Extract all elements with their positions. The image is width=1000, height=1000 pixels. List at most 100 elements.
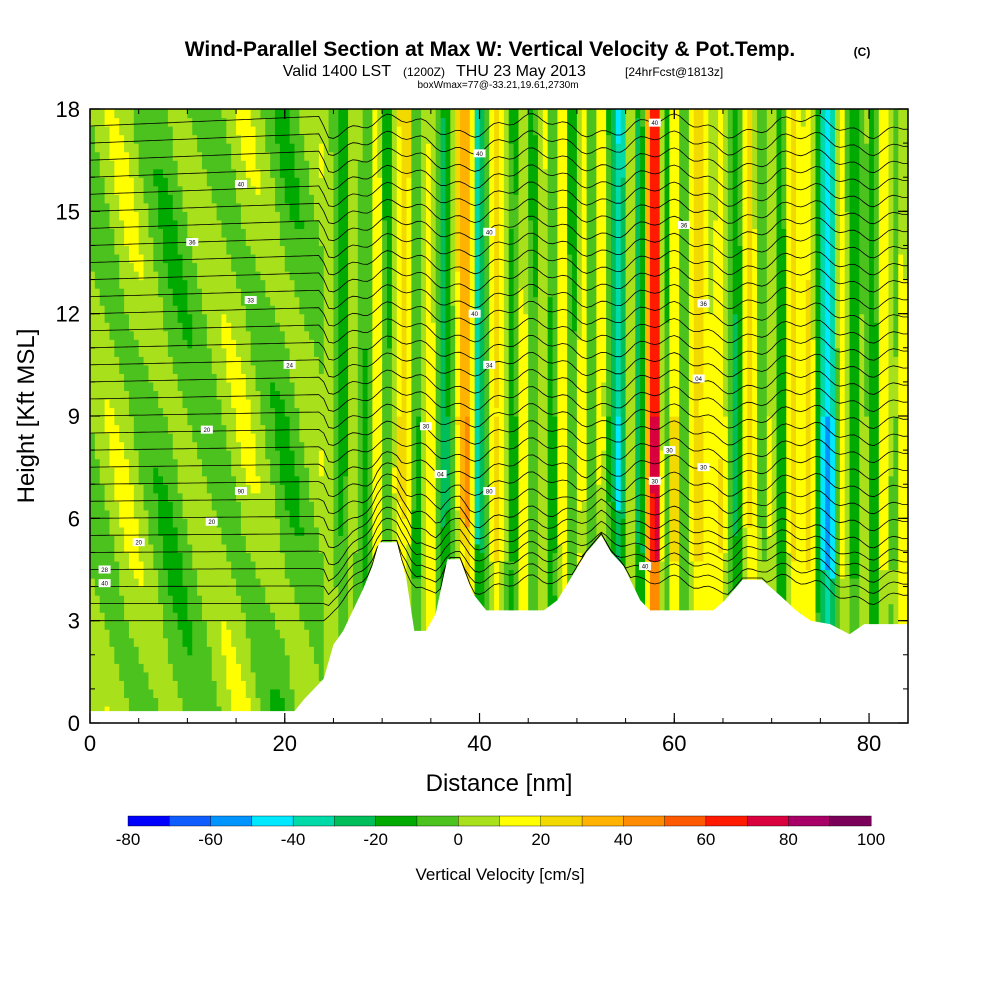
velocity-cell (260, 228, 266, 238)
velocity-cell (421, 211, 427, 221)
velocity-cell (333, 194, 339, 204)
velocity-cell (172, 160, 179, 170)
velocity-cell (99, 492, 106, 502)
velocity-cell (255, 253, 262, 264)
velocity-cell (119, 117, 125, 127)
velocity-cell (148, 484, 154, 494)
velocity-cell (177, 424, 184, 434)
velocity-cell (128, 578, 135, 588)
velocity-cell (216, 501, 223, 511)
velocity-cell (216, 398, 223, 409)
velocity-cell (163, 219, 169, 229)
velocity-cell (167, 211, 174, 221)
velocity-cell (401, 450, 408, 460)
velocity-cell (177, 330, 184, 340)
velocity-cell (124, 646, 130, 656)
velocity-cell (416, 501, 422, 511)
velocity-cell (318, 356, 325, 366)
velocity-cell (206, 347, 213, 357)
velocity-cell (270, 518, 276, 528)
velocity-cell (148, 518, 154, 528)
velocity-cell (153, 518, 159, 528)
velocity-cell (372, 373, 378, 383)
velocity-cell (357, 390, 364, 400)
velocity-cell (187, 450, 193, 460)
velocity-cell (114, 330, 120, 340)
velocity-cell (401, 560, 408, 571)
velocity-cell (187, 697, 193, 707)
velocity-cell (270, 117, 276, 127)
velocity-cell (343, 347, 349, 357)
velocity-cell (172, 441, 179, 451)
velocity-cell (275, 501, 281, 511)
velocity-cell (167, 185, 174, 195)
velocity-cell (109, 671, 115, 681)
velocity-cell (99, 433, 106, 443)
velocity-cell (240, 134, 247, 144)
velocity-cell (236, 578, 242, 588)
velocity-cell (348, 586, 354, 596)
velocity-cell (90, 168, 96, 178)
velocity-cell (119, 143, 125, 153)
velocity-cell (143, 518, 150, 528)
velocity-cell (197, 629, 203, 639)
velocity-cell (372, 467, 378, 477)
velocity-cell (348, 339, 354, 349)
velocity-cell (391, 296, 398, 306)
velocity-cell (221, 637, 227, 647)
velocity-cell (284, 501, 291, 511)
velocity-cell (148, 552, 154, 562)
velocity-cell (416, 219, 422, 229)
velocity-cell (163, 501, 169, 511)
velocity-cell (94, 697, 101, 707)
velocity-cell (275, 228, 281, 238)
velocity-cell (201, 109, 208, 119)
velocity-cell (226, 484, 232, 494)
velocity-cell (401, 484, 408, 494)
velocity-cell (309, 109, 315, 119)
velocity-cell (197, 143, 203, 153)
velocity-cell (343, 245, 349, 255)
velocity-cell (104, 671, 111, 681)
velocity-cell (177, 339, 184, 349)
velocity-cell (328, 637, 335, 647)
velocity-cell (192, 492, 198, 502)
velocity-cell (172, 134, 179, 144)
velocity-cell (245, 211, 252, 221)
velocity-cell (357, 211, 364, 221)
velocity-cell (367, 279, 374, 289)
velocity-cell (333, 322, 339, 332)
velocity-cell (94, 705, 101, 716)
velocity-cell (411, 526, 417, 536)
velocity-cell (309, 620, 315, 630)
velocity-cell (377, 109, 383, 119)
velocity-cell (328, 305, 335, 315)
velocity-cell (211, 407, 218, 417)
velocity-cell (211, 680, 218, 690)
velocity-cell (250, 347, 257, 357)
velocity-cell (221, 347, 227, 357)
velocity-cell (299, 450, 305, 460)
velocity-cell (279, 663, 286, 673)
velocity-cell (391, 279, 398, 289)
velocity-cell (177, 313, 184, 323)
velocity-cell (309, 569, 315, 579)
velocity-cell (328, 151, 335, 161)
velocity-cell (352, 219, 359, 229)
velocity-cell (114, 398, 120, 409)
velocity-cell (279, 151, 286, 161)
velocity-cell (114, 671, 120, 681)
velocity-cell (260, 535, 266, 545)
velocity-cell (138, 629, 145, 639)
velocity-cell (172, 697, 179, 707)
velocity-cell (138, 646, 145, 656)
velocity-cell (133, 339, 140, 349)
velocity-cell (265, 646, 271, 656)
velocity-cell (240, 271, 247, 281)
velocity-cell (309, 552, 315, 562)
velocity-cell (167, 501, 174, 511)
velocity-cell (333, 416, 339, 426)
velocity-cell (328, 143, 335, 153)
velocity-cell (236, 663, 242, 673)
velocity-cell (313, 109, 320, 119)
